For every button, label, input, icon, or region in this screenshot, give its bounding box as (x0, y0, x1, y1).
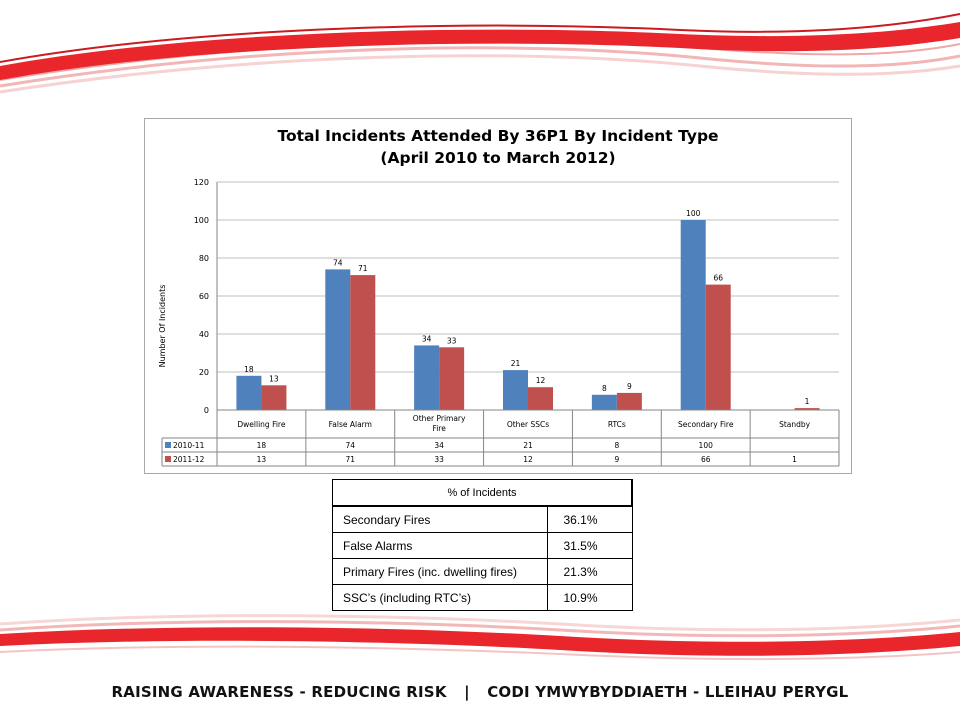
row-label: SSC’s (including RTC’s) (332, 584, 548, 611)
y-tick-label: 20 (199, 368, 209, 377)
x-tick-label: Other SSCs (507, 420, 549, 429)
footer-slogan: RAISING AWARENESS - REDUCING RISK | CODI… (0, 683, 960, 701)
bar (528, 387, 553, 410)
x-tick-label: RTCs (608, 420, 626, 429)
data-label: 34 (422, 334, 432, 343)
bar-chart: 020406080100120187434218100137133129661D… (161, 178, 840, 467)
row-label: Primary Fires (inc. dwelling fires) (332, 558, 548, 585)
chart-subtitle: (April 2010 to March 2012) (380, 149, 616, 167)
legend-swatch (165, 442, 171, 448)
wave-stripe-pink (0, 614, 960, 632)
bottom-wave-decoration (0, 614, 960, 661)
data-label: 21 (511, 359, 521, 368)
y-tick-label: 120 (194, 178, 209, 187)
table-value: 13 (257, 455, 267, 464)
footer-english: RAISING AWARENESS - REDUCING RISK (111, 683, 447, 701)
bar (439, 347, 465, 410)
wave-stripe-pink (0, 620, 960, 638)
bar (680, 220, 706, 410)
wave-stripe-pink (0, 645, 960, 661)
data-label: 1 (805, 397, 810, 406)
percent-table-header: % of Incidents (332, 479, 633, 507)
data-label: 100 (686, 209, 701, 218)
y-tick-label: 40 (199, 330, 209, 339)
table-value: 100 (699, 441, 714, 450)
row-value: 36.1% (546, 505, 633, 533)
bar (705, 284, 731, 410)
row-value: 21.3% (546, 558, 633, 585)
table-row: Primary Fires (inc. dwelling fires) 21.3… (332, 558, 633, 585)
x-tick-label: Secondary Fire (678, 420, 734, 429)
data-label: 8 (602, 384, 607, 393)
legend-entry: 2010-11 (173, 441, 205, 450)
legend-entry: 2011-12 (173, 455, 205, 464)
footer-welsh: CODI YMWYBYDDIAETH - LLEIHAU PERYGL (487, 683, 849, 701)
x-tick-label: False Alarm (329, 420, 372, 429)
row-value: 31.5% (546, 532, 633, 559)
bar (325, 269, 351, 410)
data-label: 9 (627, 382, 632, 391)
bar (616, 392, 642, 410)
bar (503, 370, 528, 410)
table-value: 33 (434, 455, 444, 464)
footer-separator: | (464, 683, 470, 701)
y-tick-label: 60 (199, 292, 209, 301)
wave-stripe-pink (0, 46, 960, 88)
y-tick-label: 80 (199, 254, 209, 263)
table-value: 18 (257, 441, 267, 450)
percent-incidents-table: % of Incidents Secondary Fires 36.1% Fal… (332, 479, 633, 611)
row-value: 10.9% (546, 584, 633, 611)
row-label: False Alarms (332, 532, 548, 559)
x-tick-label: Dwelling Fire (237, 420, 285, 429)
table-row: SSC’s (including RTC’s) 10.9% (332, 584, 633, 611)
table-value: 1 (792, 455, 797, 464)
bar (236, 375, 262, 410)
x-tick-label: Other Primary Fire (413, 414, 466, 433)
table-value: 21 (523, 441, 533, 450)
top-wave-decoration (0, 13, 960, 94)
data-label: 12 (536, 376, 546, 385)
legend-swatch (165, 456, 171, 462)
table-value: 12 (523, 455, 533, 464)
bar (591, 394, 617, 410)
data-label: 13 (269, 374, 279, 383)
y-tick-label: 0 (204, 406, 209, 415)
bar (350, 275, 376, 410)
x-tick-label: Standby (779, 420, 811, 429)
data-label: 33 (447, 336, 457, 345)
data-label: 18 (244, 365, 254, 374)
bar (261, 385, 287, 410)
row-label: Secondary Fires (332, 505, 548, 533)
data-label: 71 (358, 264, 368, 273)
table-value: 8 (614, 441, 619, 450)
table-value: 9 (614, 455, 619, 464)
chart-frame: Total Incidents Attended By 36P1 By Inci… (144, 118, 852, 474)
table-row: Secondary Fires 36.1% (332, 505, 633, 533)
wave-stripe-red (0, 22, 960, 80)
table-row: False Alarms 31.5% (332, 532, 633, 559)
chart-title: Total Incidents Attended By 36P1 By Inci… (277, 127, 719, 145)
table-value: 71 (346, 455, 356, 464)
wave-stripe-red (0, 13, 960, 63)
bar (794, 408, 820, 410)
data-label: 74 (333, 258, 343, 267)
bar (414, 345, 440, 410)
wave-stripe-pink (0, 54, 960, 94)
data-label: 66 (713, 274, 723, 283)
table-value: 66 (701, 455, 711, 464)
table-value: 34 (434, 441, 444, 450)
wave-stripe-red (0, 627, 960, 656)
y-tick-label: 100 (194, 216, 209, 225)
table-value: 74 (346, 441, 356, 450)
